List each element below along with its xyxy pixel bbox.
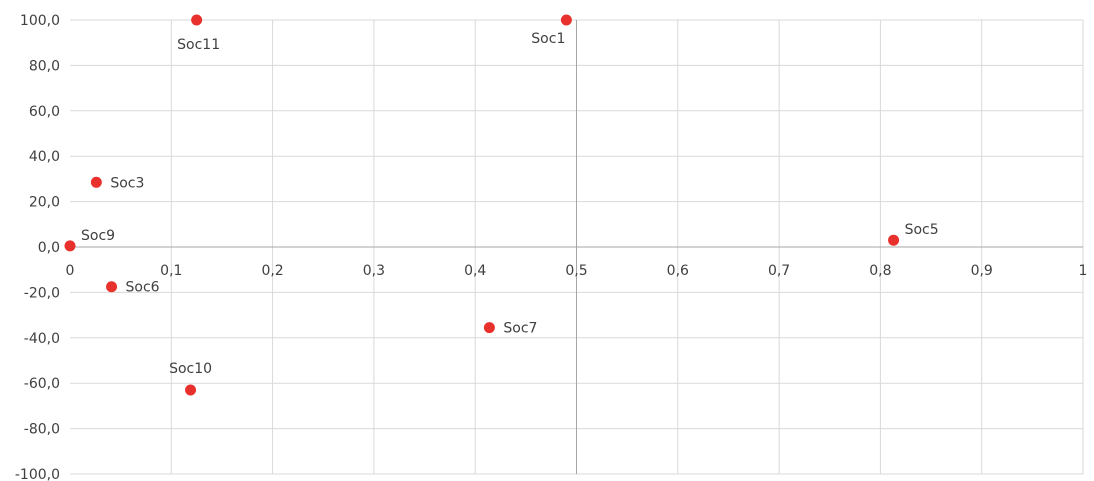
y-tick-labels: 100,0 80,0 60,0 40,0 20,0 0,0 -20,0 -40,0 -60,0 -… (15, 13, 60, 481)
y-tick-label: -60,0 (24, 376, 60, 392)
y-tick-label: -80,0 (24, 422, 60, 438)
data-label-soc11: Soc11 (177, 37, 220, 53)
data-label-soc6: Soc6 (126, 280, 160, 296)
y-tick-label: 0,0 (38, 240, 60, 256)
x-tick-label: 0 (66, 263, 75, 279)
x-tick-label: 0,5 (565, 263, 587, 279)
axes (70, 20, 1083, 474)
data-label-soc1: Soc1 (531, 31, 565, 47)
y-tick-label: 60,0 (29, 104, 60, 120)
data-point-soc1 (560, 14, 572, 26)
x-tick-label: 0,7 (768, 263, 790, 279)
data-label-soc10: Soc10 (169, 361, 212, 377)
data-points (64, 14, 900, 396)
data-label-soc3: Soc3 (110, 175, 144, 191)
data-label-soc9: Soc9 (81, 228, 115, 244)
data-point-soc10 (185, 384, 197, 396)
x-tick-labels: 0 0,1 0,2 0,3 0,4 0,5 0,6 0,7 0,8 0,9 1 (66, 263, 1088, 279)
x-tick-label: 0,9 (971, 263, 993, 279)
x-tick-label: 0,1 (160, 263, 182, 279)
y-tick-label: -20,0 (24, 285, 60, 301)
x-tick-label: 1 (1079, 263, 1088, 279)
y-tick-label: 80,0 (29, 58, 60, 74)
y-tick-label: 20,0 (29, 195, 60, 211)
y-tick-label: 40,0 (29, 149, 60, 165)
data-point-soc9 (64, 240, 76, 252)
y-tick-label: -40,0 (24, 331, 60, 347)
x-tick-label: 0,4 (464, 263, 486, 279)
x-tick-label: 0,3 (363, 263, 385, 279)
data-point-soc5 (888, 234, 900, 246)
x-tick-label: 0,2 (261, 263, 283, 279)
y-tick-label: 100,0 (20, 13, 60, 29)
x-tick-label: 0,8 (869, 263, 891, 279)
data-point-soc6 (106, 281, 118, 293)
data-point-soc11 (191, 14, 203, 26)
data-point-soc3 (90, 176, 102, 188)
x-tick-label: 0,6 (667, 263, 689, 279)
y-tick-label: -100,0 (15, 467, 60, 481)
data-labels: Soc11 Soc1 Soc3 Soc9 Soc5 Soc6 Soc7 Soc10 (81, 31, 939, 377)
data-label-soc5: Soc5 (905, 222, 939, 238)
data-point-soc7 (483, 322, 495, 334)
data-label-soc7: Soc7 (503, 321, 537, 337)
